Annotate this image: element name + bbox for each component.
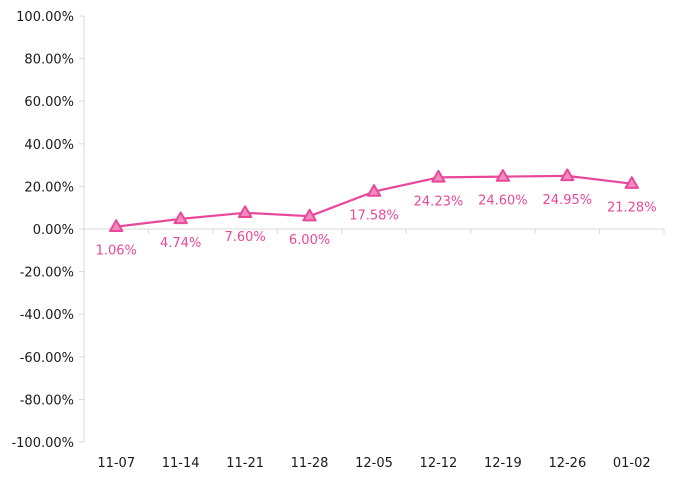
data-point [624,176,639,189]
x-tick-label: 12-12 [420,456,458,471]
x-tick-label: 11-28 [291,456,329,471]
y-tick-label: 20.00% [24,180,74,195]
x-axis: 11-07 11-14 11-21 11-28 12-05 12-12 12-19 12-26… [83,228,665,471]
y-tick-label: 60.00% [24,95,74,110]
series-layer [109,168,639,232]
data-label: 4.74% [160,236,201,251]
data-label: 24.95% [543,193,593,208]
data-point [366,184,382,197]
y-tick-label: -40.00% [20,308,74,323]
y-tick-label: 40.00% [24,138,74,153]
data-labels: 1.06% 4.74% 7.60% 6.00% 17.58% 24.23% 24.60% 24… [96,193,657,259]
data-label: 21.28% [607,201,657,216]
data-label: 6.00% [289,233,330,248]
y-tick-label: -20.00% [20,266,74,281]
data-label: 24.23% [414,194,464,209]
x-tick-label: 11-07 [97,456,135,471]
x-tick-label: 12-26 [548,456,586,471]
y-tick-label: -100.00% [11,436,74,451]
y-tick-label: 80.00% [24,53,74,68]
data-label: 1.06% [96,244,137,259]
x-tick-label: 11-21 [226,456,264,471]
data-point [173,211,188,225]
data-point [495,169,511,182]
y-tick-label: 0.00% [33,223,74,238]
data-point [237,205,253,218]
data-point [560,168,575,182]
x-tick-label: 12-19 [484,456,522,471]
y-tick-label: 100.00% [16,10,74,25]
y-tick-label: -80.00% [20,393,74,408]
y-axis: 100.00% 80.00% 60.00% 40.00% 20.00% 0.00% -20.… [11,10,85,451]
x-tick-label: 12-05 [355,456,393,471]
data-label: 24.60% [478,194,528,209]
data-point [431,169,446,183]
x-tick-label: 01-02 [613,456,651,471]
data-point [109,219,124,232]
data-label: 17.58% [349,209,399,224]
data-label: 7.60% [224,230,265,245]
x-tick-label: 11-14 [162,456,200,471]
data-point [302,208,317,222]
y-tick-label: -60.00% [20,351,74,366]
